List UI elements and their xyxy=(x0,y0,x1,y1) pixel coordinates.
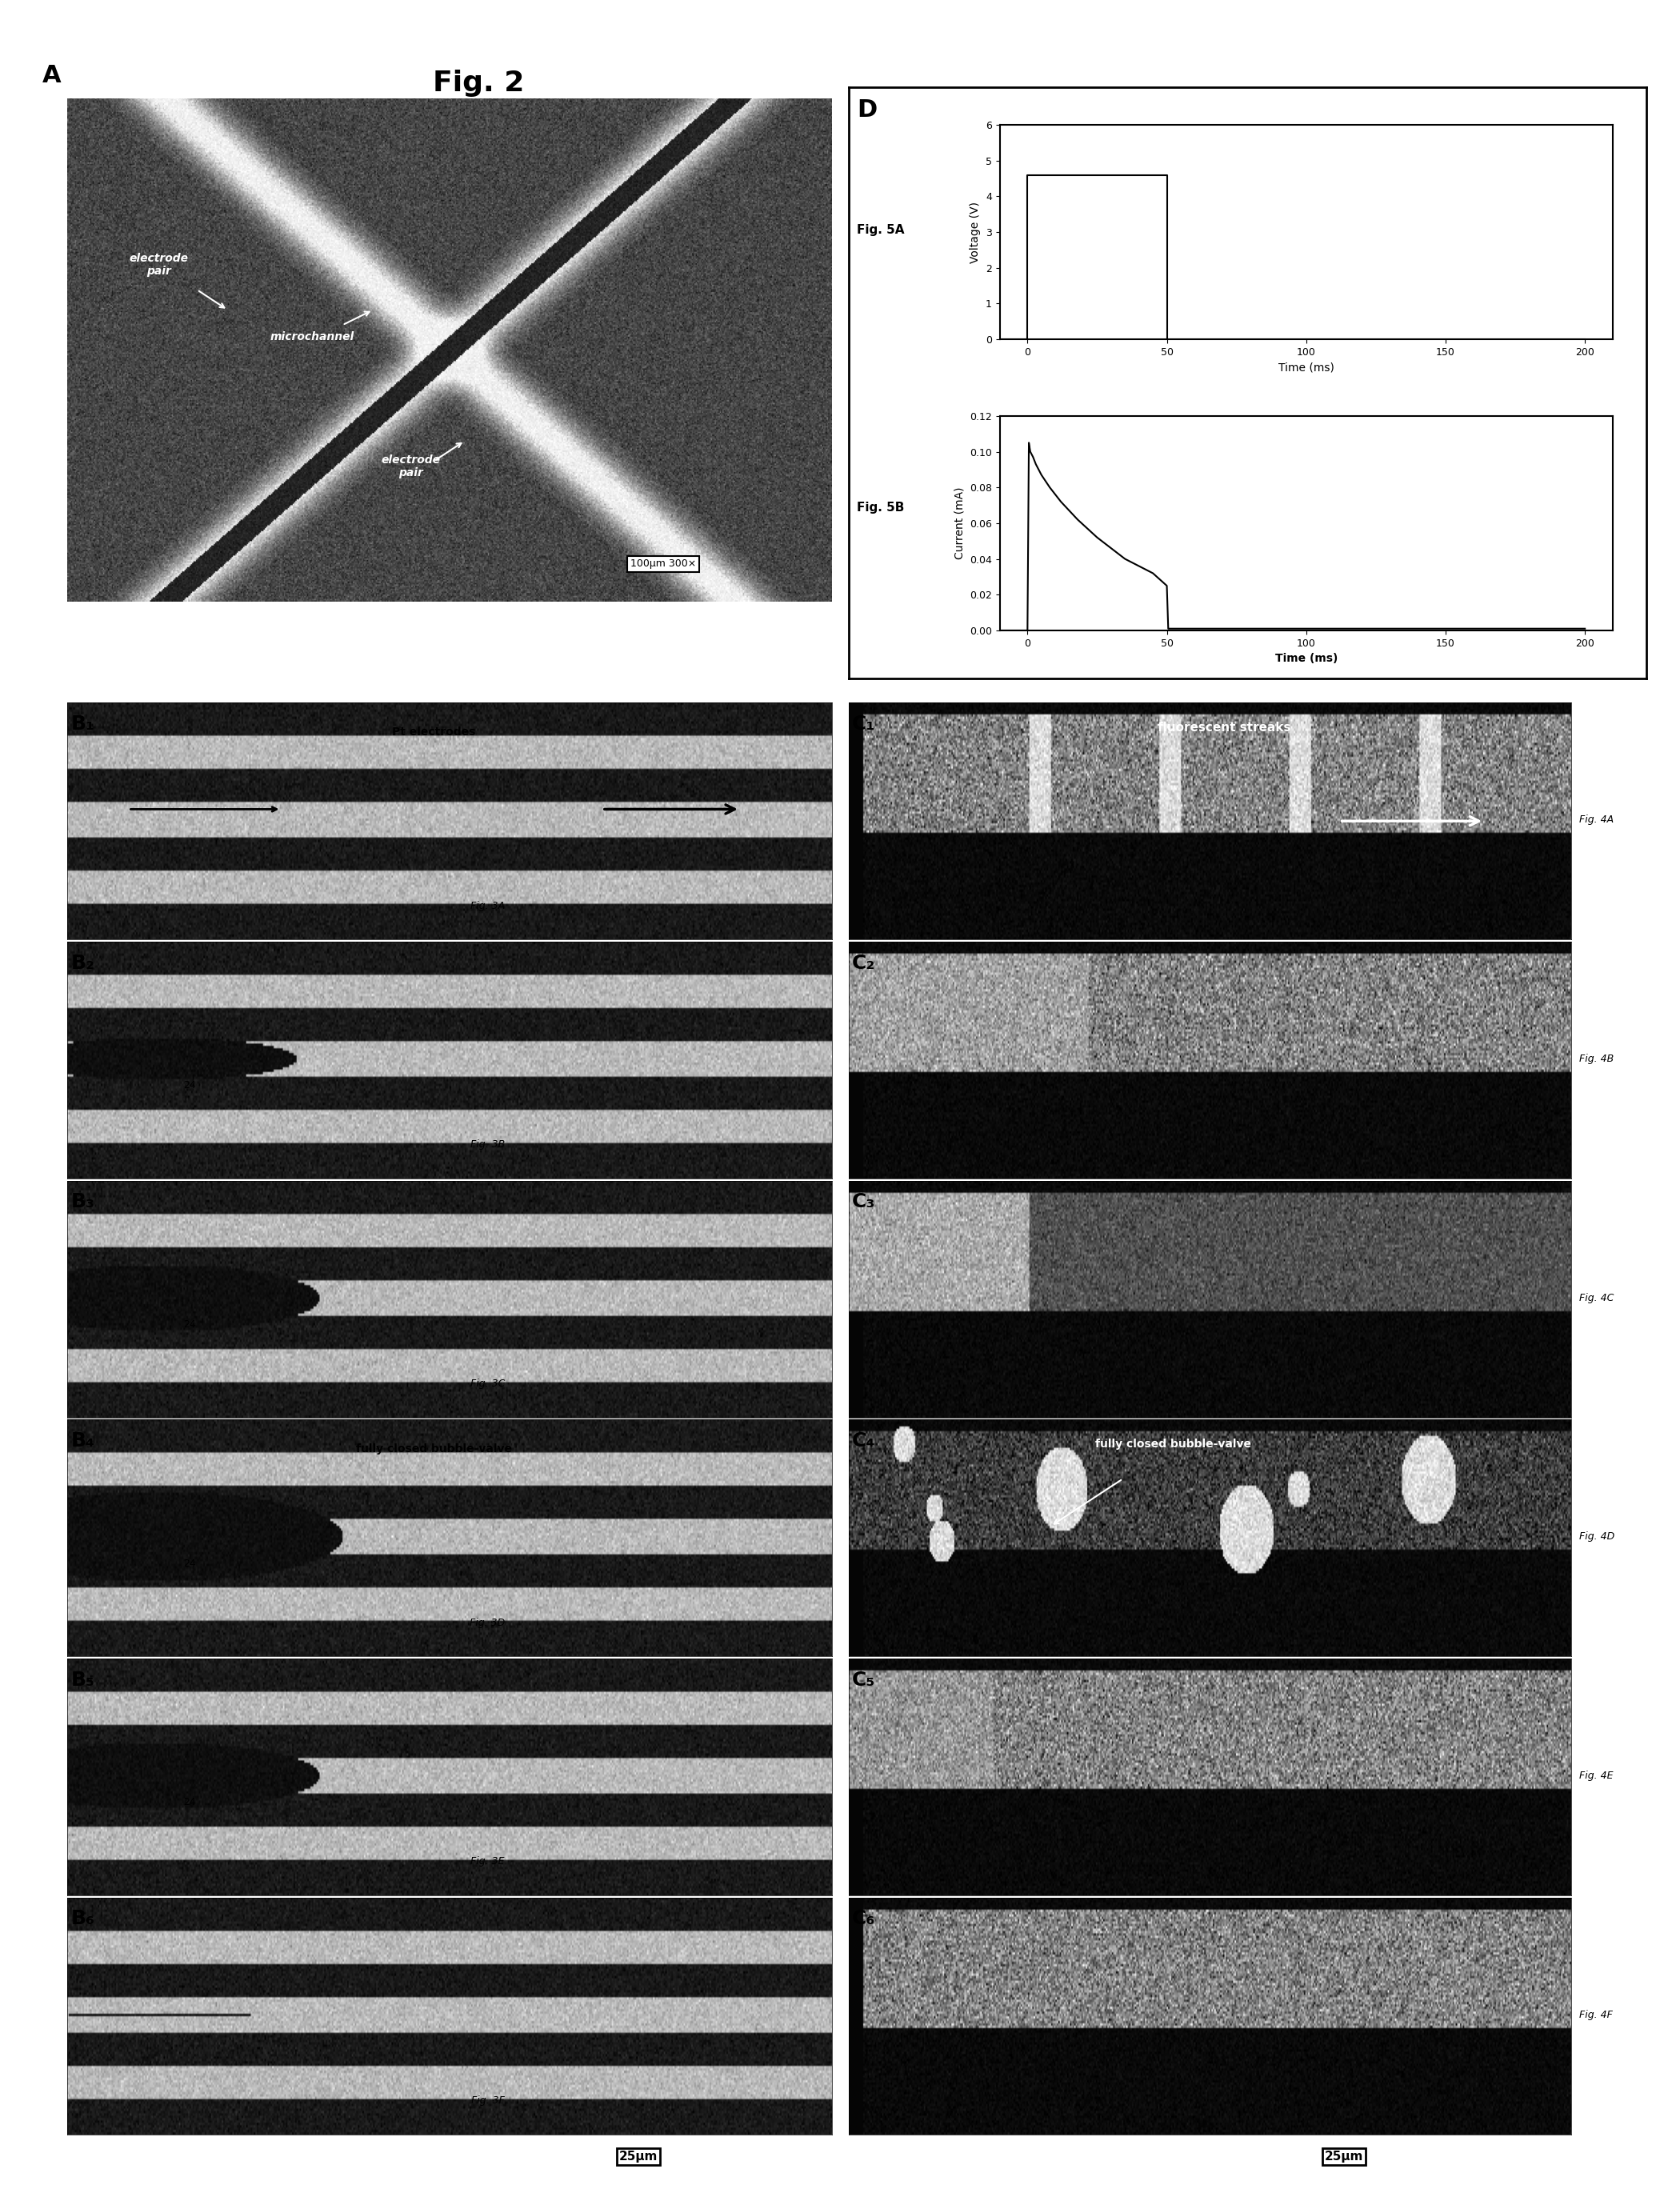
Text: 24: 24 xyxy=(183,1320,197,1329)
Text: Fig. 3B: Fig. 3B xyxy=(470,1140,506,1149)
Text: B₆: B₆ xyxy=(71,1909,96,1929)
Y-axis label: Voltage (V): Voltage (V) xyxy=(969,201,981,263)
Text: C₆: C₆ xyxy=(852,1909,875,1929)
Text: electrode
pair: electrode pair xyxy=(129,254,188,278)
Text: 24: 24 xyxy=(183,1559,197,1570)
Y-axis label: Current (mA): Current (mA) xyxy=(954,486,964,560)
Text: C₂: C₂ xyxy=(852,954,875,972)
Text: B₂: B₂ xyxy=(71,954,96,972)
Text: 25μm: 25μm xyxy=(1324,2152,1364,2163)
X-axis label: Time (ms): Time (ms) xyxy=(1278,361,1334,372)
Text: Fig. 4C: Fig. 4C xyxy=(1579,1294,1614,1302)
Text: Fig. 4F: Fig. 4F xyxy=(1579,2010,1613,2020)
Text: 100μm 300×: 100μm 300× xyxy=(630,558,696,569)
Text: C₁: C₁ xyxy=(852,714,875,733)
Text: Fig. 3D: Fig. 3D xyxy=(470,1618,506,1629)
X-axis label: Time (ms): Time (ms) xyxy=(1275,652,1337,663)
Text: Fig. 4E: Fig. 4E xyxy=(1579,1771,1613,1782)
Text: Fig. 3C: Fig. 3C xyxy=(470,1379,506,1390)
Text: Fig. 3A: Fig. 3A xyxy=(470,900,506,911)
Text: Fig. 4A: Fig. 4A xyxy=(1579,814,1614,825)
Text: D: D xyxy=(857,99,877,123)
Text: B₃: B₃ xyxy=(71,1193,96,1213)
Text: Fig. 4B: Fig. 4B xyxy=(1579,1053,1614,1064)
Text: 25μm: 25μm xyxy=(618,2152,659,2163)
Text: fully closed bubble-valve: fully closed bubble-valve xyxy=(356,1443,512,1453)
Text: B₁: B₁ xyxy=(71,714,96,733)
Text: Fig. 5A: Fig. 5A xyxy=(857,223,904,236)
Text: Fig. 3F: Fig. 3F xyxy=(470,2095,504,2106)
Text: 24: 24 xyxy=(183,1081,197,1090)
Text: Fig. 2: Fig. 2 xyxy=(433,70,524,96)
Text: fully closed bubble-valve: fully closed bubble-valve xyxy=(1095,1438,1252,1449)
Text: C₄: C₄ xyxy=(852,1432,875,1451)
Text: A: A xyxy=(42,63,60,88)
Text: C₃: C₃ xyxy=(852,1193,875,1213)
Text: B₄: B₄ xyxy=(71,1432,96,1451)
Text: fluorescent streaks: fluorescent streaks xyxy=(1158,722,1290,733)
Text: Fig. 3E: Fig. 3E xyxy=(470,1856,504,1867)
Text: B₅: B₅ xyxy=(71,1670,96,1690)
Text: Pt electrodes: Pt electrodes xyxy=(393,727,475,738)
Text: electrode
pair: electrode pair xyxy=(381,455,440,479)
Text: Fig. 5B: Fig. 5B xyxy=(857,501,904,514)
Text: C₅: C₅ xyxy=(852,1670,875,1690)
Text: Fig. 4D: Fig. 4D xyxy=(1579,1532,1614,1541)
Text: 24: 24 xyxy=(183,1797,197,1808)
Text: microchannel: microchannel xyxy=(270,331,354,341)
